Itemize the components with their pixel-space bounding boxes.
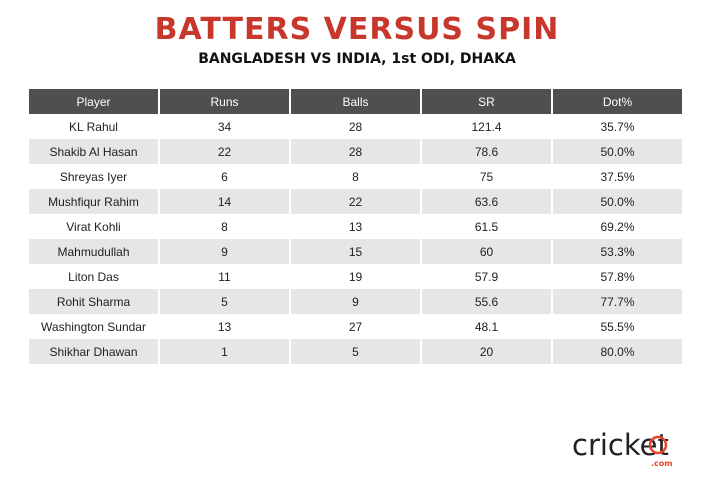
cell-player: Virat Kohli (66, 219, 121, 234)
cell-player: Shreyas Iyer (59, 169, 128, 184)
cell-sr: 55.6 (422, 289, 551, 314)
table-row: Mushfiqur Rahim 14 22 63.6 50.0% (29, 189, 682, 214)
table-row: Virat Kohli 8 13 61.5 69.2% (29, 214, 682, 239)
ball-icon (648, 435, 668, 455)
column-header-runs: Runs (160, 89, 289, 114)
cell-balls: 13 (348, 219, 363, 234)
cell-player: Liton Das (68, 269, 119, 284)
cell-balls: 22 (291, 189, 420, 214)
cell-player: Mahmudullah (29, 239, 158, 264)
logo-wordmark: cricket (572, 428, 669, 462)
cell-balls: 5 (291, 339, 420, 364)
column-header-player: Player (29, 89, 158, 114)
cell-player: Rohit Sharma (29, 289, 158, 314)
cell-dot-pct: 50.0% (553, 189, 682, 214)
cell-dot-pct: 77.7% (553, 289, 682, 314)
cell-sr: 57.9 (474, 269, 499, 284)
cell-runs: 5 (160, 289, 289, 314)
cell-player: Shikhar Dhawan (29, 339, 158, 364)
cell-sr: 20 (422, 339, 551, 364)
cell-dot-pct: 37.5% (600, 169, 635, 184)
table-row: Shakib Al Hasan 22 28 78.6 50.0% (29, 139, 682, 164)
table-row: KL Rahul 34 28 121.4 35.7% (29, 114, 682, 139)
cell-dot-pct: 35.7% (600, 119, 635, 134)
cell-runs: 11 (218, 269, 231, 284)
cell-balls: 27 (348, 319, 363, 334)
cell-sr: 121.4 (471, 119, 502, 134)
page-subtitle: BANGLADESH VS INDIA, 1st ODI, DHAKA (198, 51, 516, 67)
cell-sr: 63.6 (422, 189, 551, 214)
cell-balls: 19 (348, 269, 363, 284)
stats-table: Player Runs Balls SR Dot% KL Rahul 34 28 12… (27, 89, 684, 364)
cell-dot-pct: 50.0% (553, 139, 682, 164)
page-title: BATTERS VERSUS SPIN (154, 12, 560, 47)
cell-balls: 9 (291, 289, 420, 314)
table-row: Shikhar Dhawan 1 5 20 80.0% (29, 339, 682, 364)
cell-dot-pct: 55.5% (600, 319, 635, 334)
cell-runs: 13 (217, 319, 232, 334)
table-body: KL Rahul 34 28 121.4 35.7% Shakib Al Hasan 22 2… (29, 114, 682, 364)
cricket-com-logo: cricket .com (572, 428, 673, 467)
column-header-balls: Balls (291, 89, 420, 114)
cell-balls: 28 (291, 139, 420, 164)
cell-dot-pct: 57.8% (600, 269, 635, 284)
column-header-dot-pct: Dot% (553, 89, 682, 114)
cell-runs: 34 (217, 119, 232, 134)
cell-player: Washington Sundar (41, 319, 146, 334)
cell-runs: 22 (160, 139, 289, 164)
cell-sr: 48.1 (474, 319, 499, 334)
table-row: Rohit Sharma 5 9 55.6 77.7% (29, 289, 682, 314)
cell-runs: 8 (221, 219, 228, 234)
cell-dot-pct: 53.3% (553, 239, 682, 264)
table-row: Liton Das 11 19 57.9 57.8% (29, 264, 682, 289)
cell-player: Mushfiqur Rahim (29, 189, 158, 214)
cell-balls: 8 (352, 169, 359, 184)
header-row: Player Runs Balls SR Dot% (29, 89, 682, 114)
cell-sr: 75 (479, 169, 494, 184)
cell-runs: 6 (221, 169, 228, 184)
cell-player: KL Rahul (69, 119, 118, 134)
cell-runs: 14 (160, 189, 289, 214)
logo-domain-text: .com (651, 459, 673, 467)
table-row: Washington Sundar 13 27 48.1 55.5% (29, 314, 682, 339)
table-row: Mahmudullah 9 15 60 53.3% (29, 239, 682, 264)
cell-balls: 28 (348, 119, 363, 134)
cell-sr: 61.5 (474, 219, 499, 234)
cell-balls: 15 (291, 239, 420, 264)
cell-runs: 9 (160, 239, 289, 264)
cell-runs: 1 (160, 339, 289, 364)
cell-player: Shakib Al Hasan (29, 139, 158, 164)
logo-brand-text: cricket (572, 428, 669, 462)
table-row: Shreyas Iyer 6 8 75 37.5% (29, 164, 682, 189)
cell-dot-pct: 69.2% (600, 219, 635, 234)
column-header-sr: SR (422, 89, 551, 114)
cell-dot-pct: 80.0% (553, 339, 682, 364)
cell-sr: 78.6 (422, 139, 551, 164)
cell-sr: 60 (422, 239, 551, 264)
